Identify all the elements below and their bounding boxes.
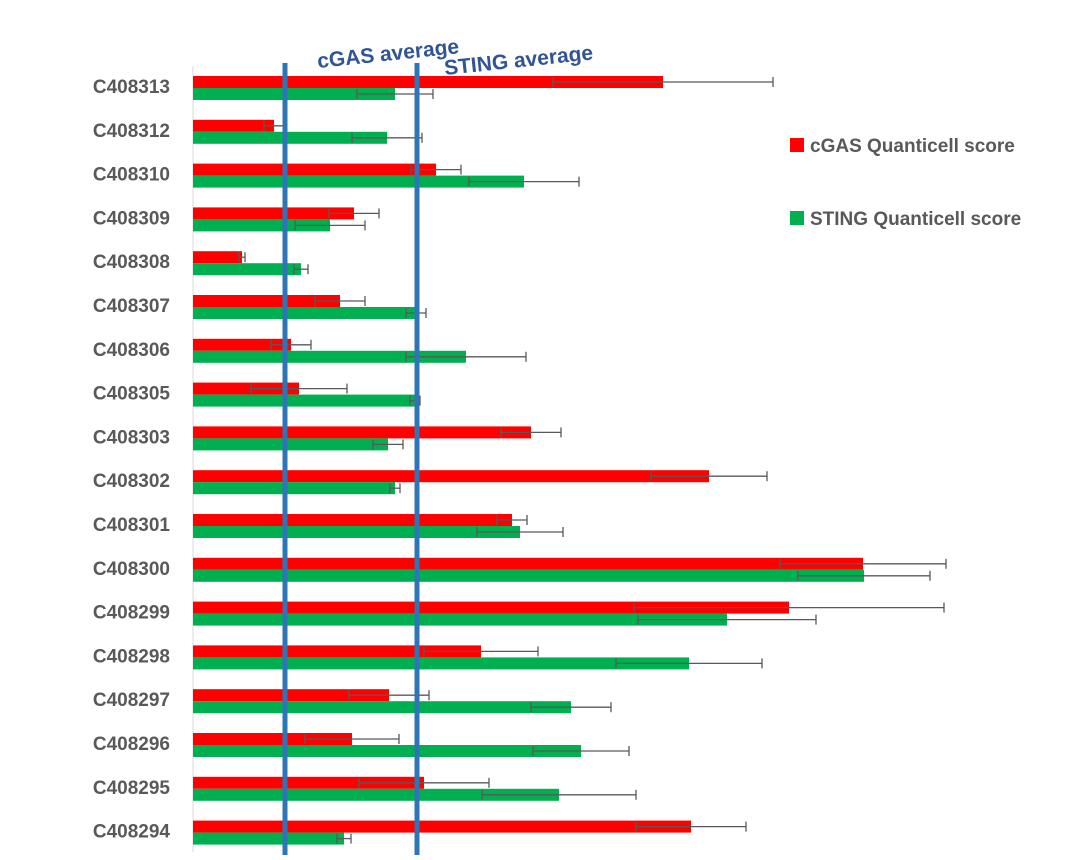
cgas-bar (193, 557, 863, 570)
category-label: C408309 (93, 208, 170, 229)
cgas-bar (193, 776, 424, 789)
cgas-bar (193, 295, 340, 307)
category-label: C408300 (93, 559, 170, 580)
sting-bar (193, 701, 571, 714)
sting-bar (193, 219, 330, 232)
category-label: C408301 (93, 515, 171, 536)
cgas-bar (193, 119, 274, 132)
cgas-bar (193, 733, 352, 745)
sting-bar (193, 438, 388, 451)
cgas-bar (193, 645, 481, 658)
sting-bar (193, 657, 689, 670)
category-label: C408305 (93, 384, 171, 405)
category-label: C408299 (93, 603, 170, 624)
category-label: C408307 (93, 296, 170, 317)
sting-average-label: STING average (443, 41, 594, 79)
sting-bar (193, 613, 727, 626)
cgas-bar (193, 76, 663, 88)
cgas-bar (193, 514, 512, 526)
category-label: C408306 (93, 340, 170, 361)
legend: cGAS Quanticell score STING Quanticell s… (790, 136, 1021, 230)
cgas-bar (193, 382, 299, 395)
category-label: C408294 (93, 822, 171, 843)
sting-bar (193, 482, 395, 495)
legend-label-cgas: cGAS Quanticell score (810, 136, 1015, 157)
sting-bar (193, 526, 520, 538)
sting-bar (193, 569, 864, 582)
category-label: C408295 (93, 778, 171, 799)
sting-bar (193, 745, 581, 757)
cgas-bar (193, 601, 789, 614)
category-label: C408313 (93, 77, 170, 98)
cgas-bar (193, 207, 354, 220)
legend-label-sting: STING Quanticell score (810, 209, 1021, 230)
sting-bar (193, 131, 387, 144)
cgas-bar (193, 163, 436, 176)
sting-bar (193, 307, 416, 319)
category-label: C408310 (93, 165, 170, 186)
legend-swatch-sting (790, 211, 804, 225)
category-label: C408297 (93, 690, 170, 711)
legend-swatch-cgas (790, 138, 804, 152)
category-label: C408303 (93, 427, 170, 448)
sting-bar (193, 88, 395, 100)
sting-bar (193, 832, 344, 845)
cgas-bar (193, 470, 709, 483)
sting-bar (193, 175, 524, 188)
category-label: C408312 (93, 121, 170, 142)
cgas-bar (193, 426, 531, 439)
sting-bar (193, 394, 415, 407)
cgas-bar (193, 689, 389, 702)
category-label: C408296 (93, 734, 170, 755)
cgas-average-label: cGAS average (316, 35, 460, 73)
plot-area: C408313 C408312 C408310 C408309 C408308 C4083… (93, 63, 947, 855)
category-label: C408308 (93, 252, 170, 273)
category-label: C408302 (93, 471, 170, 492)
cgas-bar (193, 251, 242, 264)
category-label: C408298 (93, 646, 170, 667)
cgas-bar (193, 820, 691, 833)
cgas-bar (193, 338, 291, 351)
sting-bar (193, 350, 466, 363)
sting-bar (193, 263, 301, 276)
